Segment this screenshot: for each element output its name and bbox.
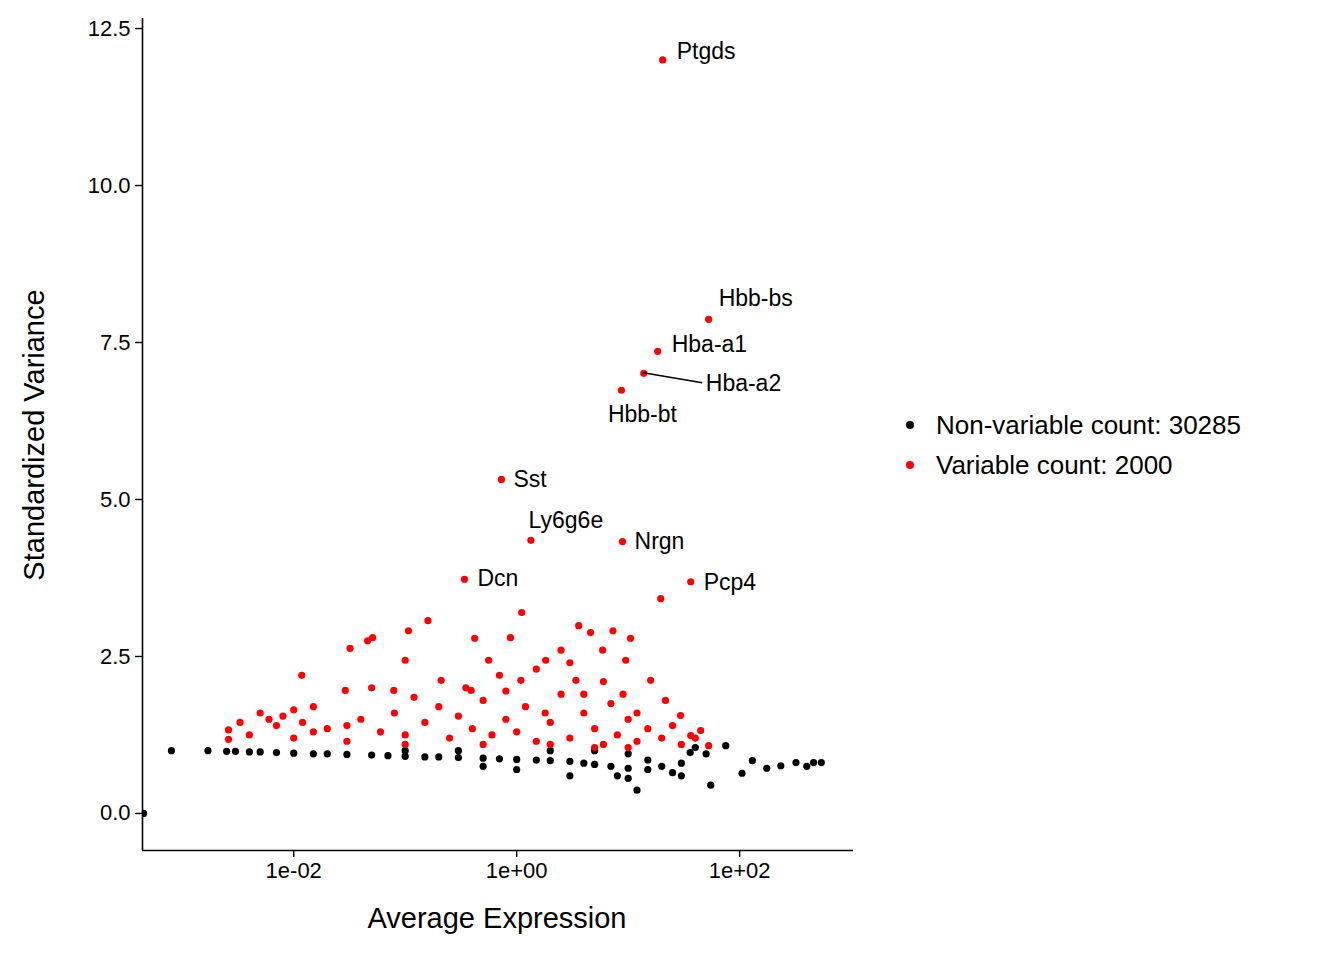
svg-text:7.5: 7.5	[100, 330, 131, 355]
html-text:Variable count: 2000: Variable count: 2000	[936, 449, 1173, 480]
html-text:Non-variable count: 30285: Non-variable count: 30285	[936, 409, 1241, 440]
svg-text:1e-02: 1e-02	[266, 858, 322, 883]
svg-text:Hbb-bt: Hbb-bt	[608, 401, 678, 427]
svg-text:Pcp4: Pcp4	[704, 569, 757, 595]
svg-text:2.5: 2.5	[100, 644, 131, 669]
html-text:Standardized Variance: Standardized Variance	[17, 289, 50, 581]
svg-text:1e+00: 1e+00	[486, 858, 548, 883]
svg-text:Ly6g6e: Ly6g6e	[529, 507, 604, 533]
svg-text:1e+02: 1e+02	[709, 858, 771, 883]
svg-text:Ptgds: Ptgds	[677, 38, 736, 64]
svg-text:0.0: 0.0	[100, 800, 131, 825]
svg-text:Hba-a1: Hba-a1	[672, 331, 747, 357]
svg-text:Sst: Sst	[513, 466, 547, 492]
html-text:Average Expression: Average Expression	[367, 902, 627, 934]
svg-text:Hbb-bs: Hbb-bs	[719, 285, 793, 311]
svg-text:12.5: 12.5	[88, 16, 131, 41]
svg-text:Hba-a2: Hba-a2	[706, 370, 781, 396]
svg-text:Dcn: Dcn	[477, 565, 518, 591]
svg-text:Nrgn: Nrgn	[635, 528, 685, 554]
svg-text:10.0: 10.0	[88, 173, 131, 198]
svg-text:5.0: 5.0	[100, 487, 131, 512]
